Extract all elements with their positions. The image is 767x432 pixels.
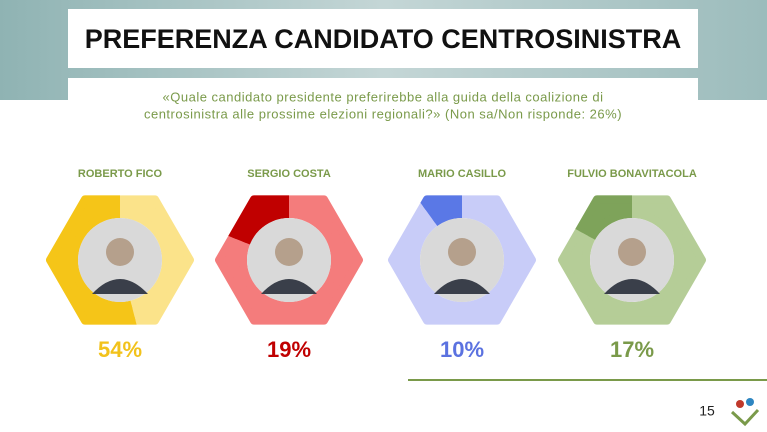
logo: [730, 398, 760, 427]
photo-body: [604, 279, 660, 294]
photo-body: [261, 279, 317, 294]
page-number: 15: [699, 403, 715, 419]
subtitle-line: «Quale candidato presidente preferirebbe…: [163, 89, 604, 104]
value-label: 19%: [267, 337, 311, 362]
candidate-name: ROBERTO FICO: [78, 168, 163, 180]
value-label: 54%: [98, 337, 142, 362]
value-label: 17%: [610, 337, 654, 362]
candidate-name: MARIO CASILLO: [418, 168, 506, 180]
photo-head: [106, 238, 134, 266]
title-box: [68, 9, 698, 68]
candidate-name: FULVIO BONAVITACOLA: [567, 168, 697, 180]
title: PREFERENZA CANDIDATO CENTROSINISTRA: [85, 24, 682, 54]
photo-head: [618, 238, 646, 266]
photo-head: [448, 238, 476, 266]
ring-track: [388, 195, 536, 325]
value-label: 10%: [440, 337, 484, 362]
subtitle-line: centrosinistra alle prossime elezioni re…: [144, 106, 622, 121]
photo-body: [92, 279, 148, 294]
ring-segment: [215, 195, 289, 260]
photo-head: [275, 238, 303, 266]
ring-segment: [558, 195, 632, 260]
candidate-name: SERGIO COSTA: [247, 168, 331, 180]
subtitle-box: [68, 78, 698, 126]
photo-body: [434, 279, 490, 294]
